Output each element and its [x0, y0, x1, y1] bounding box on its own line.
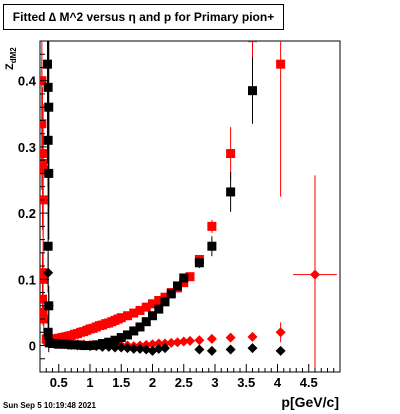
data-point-diamond	[91, 341, 102, 352]
data-point-square	[148, 311, 157, 321]
data-point-diamond	[153, 343, 164, 354]
data-point-square	[160, 297, 170, 307]
data-point-square	[43, 327, 53, 337]
data-point-diamond	[153, 338, 164, 349]
data-point-diamond	[53, 338, 64, 349]
data-point-diamond	[135, 343, 145, 354]
data-point-square	[43, 241, 53, 251]
x-tick-label: 3.5	[237, 375, 255, 390]
data-point-square	[141, 317, 151, 327]
x-tick-label: 2	[149, 375, 156, 390]
data-point-square	[226, 187, 236, 197]
data-point-square	[135, 305, 145, 315]
y-tick-label: 0.3	[18, 140, 36, 155]
data-point-square	[185, 272, 195, 282]
data-point-diamond	[85, 341, 95, 352]
series-group	[40, 41, 337, 372]
data-point-square	[123, 330, 132, 340]
data-point-square	[148, 299, 157, 309]
x-tick-label: 0.5	[50, 375, 68, 390]
data-point-square	[44, 168, 54, 178]
data-point-diamond	[122, 343, 133, 354]
data-point-diamond	[275, 345, 286, 356]
data-point-diamond	[128, 343, 139, 354]
data-point-diamond	[97, 341, 108, 352]
x-tick-label: 3	[211, 375, 218, 390]
data-point-diamond	[178, 336, 189, 347]
data-point-diamond	[194, 335, 205, 346]
x-tick-label: 4	[274, 375, 282, 390]
data-point-diamond	[310, 269, 320, 280]
data-point-square	[154, 304, 164, 314]
data-point-square	[116, 313, 126, 323]
x-tick-label: 1	[86, 375, 93, 390]
data-point-diamond	[43, 300, 54, 311]
plot-frame	[39, 40, 341, 373]
data-point-diamond	[147, 339, 158, 350]
data-point-diamond	[66, 339, 77, 350]
data-point-square	[207, 221, 217, 231]
data-point-diamond	[160, 343, 170, 354]
data-point-square	[248, 41, 257, 43]
data-point-diamond	[103, 341, 114, 352]
data-point-diamond	[47, 337, 58, 348]
data-point-square	[40, 165, 48, 175]
data-point-square	[173, 281, 182, 291]
data-point-diamond	[185, 335, 195, 346]
data-point-square	[276, 59, 286, 69]
data-point-diamond	[194, 344, 205, 355]
data-point-square	[141, 302, 151, 312]
data-point-square	[179, 273, 189, 283]
x-tick-label: 2.5	[175, 375, 193, 390]
data-point-diamond	[116, 342, 127, 353]
y-tick-label: 0.4	[18, 74, 37, 89]
data-point-square	[129, 308, 139, 318]
y-tick-label: 0.2	[18, 206, 36, 221]
data-point-square	[248, 86, 257, 96]
data-point-square	[207, 241, 217, 251]
data-point-diamond	[78, 340, 89, 351]
data-point-diamond	[247, 331, 258, 342]
data-markers	[40, 41, 337, 372]
data-point-square	[154, 296, 164, 306]
data-point-diamond	[206, 333, 217, 344]
data-point-square	[116, 333, 126, 343]
y-tick-label: 0.1	[18, 272, 36, 287]
data-point-diamond	[110, 342, 120, 353]
data-point-diamond	[166, 337, 177, 348]
data-point-square	[123, 311, 132, 321]
data-point-square	[129, 326, 139, 336]
axes: 0.5 1 1.5 2 2.5 3 3.5 4 4.5 0 0.1 0.2 0.3 0.4	[18, 53, 341, 390]
data-point-diamond	[72, 340, 83, 351]
y-axis-label: ZdM2	[4, 47, 19, 70]
data-point-diamond	[43, 267, 54, 278]
plot-area	[39, 40, 341, 373]
x-axis-label: p[GeV/c]	[281, 394, 339, 410]
data-point-square	[43, 59, 52, 69]
chart-title: Fitted ∆ M^2 versus η and p for Primary …	[3, 4, 284, 30]
data-point-diamond	[172, 337, 183, 348]
x-tick-label: 4.5	[300, 375, 318, 390]
data-point-square	[43, 135, 53, 145]
data-point-diamond	[225, 344, 236, 355]
datestamp: Sun Sep 5 10:19:48 2021	[3, 401, 96, 410]
data-point-square	[110, 335, 120, 345]
data-point-square	[226, 149, 236, 159]
data-point-square	[160, 292, 170, 302]
data-point-diamond	[247, 343, 258, 354]
data-point-square	[179, 278, 189, 288]
data-point-diamond	[60, 339, 70, 350]
data-point-square	[194, 258, 204, 268]
data-point-diamond	[206, 345, 217, 356]
data-point-diamond	[275, 327, 286, 338]
data-point-square	[135, 322, 145, 332]
y-tick-label: 0	[29, 339, 36, 354]
x-tick-label: 1.5	[112, 375, 130, 390]
data-point-diamond	[225, 332, 236, 343]
data-point-square	[166, 289, 176, 299]
